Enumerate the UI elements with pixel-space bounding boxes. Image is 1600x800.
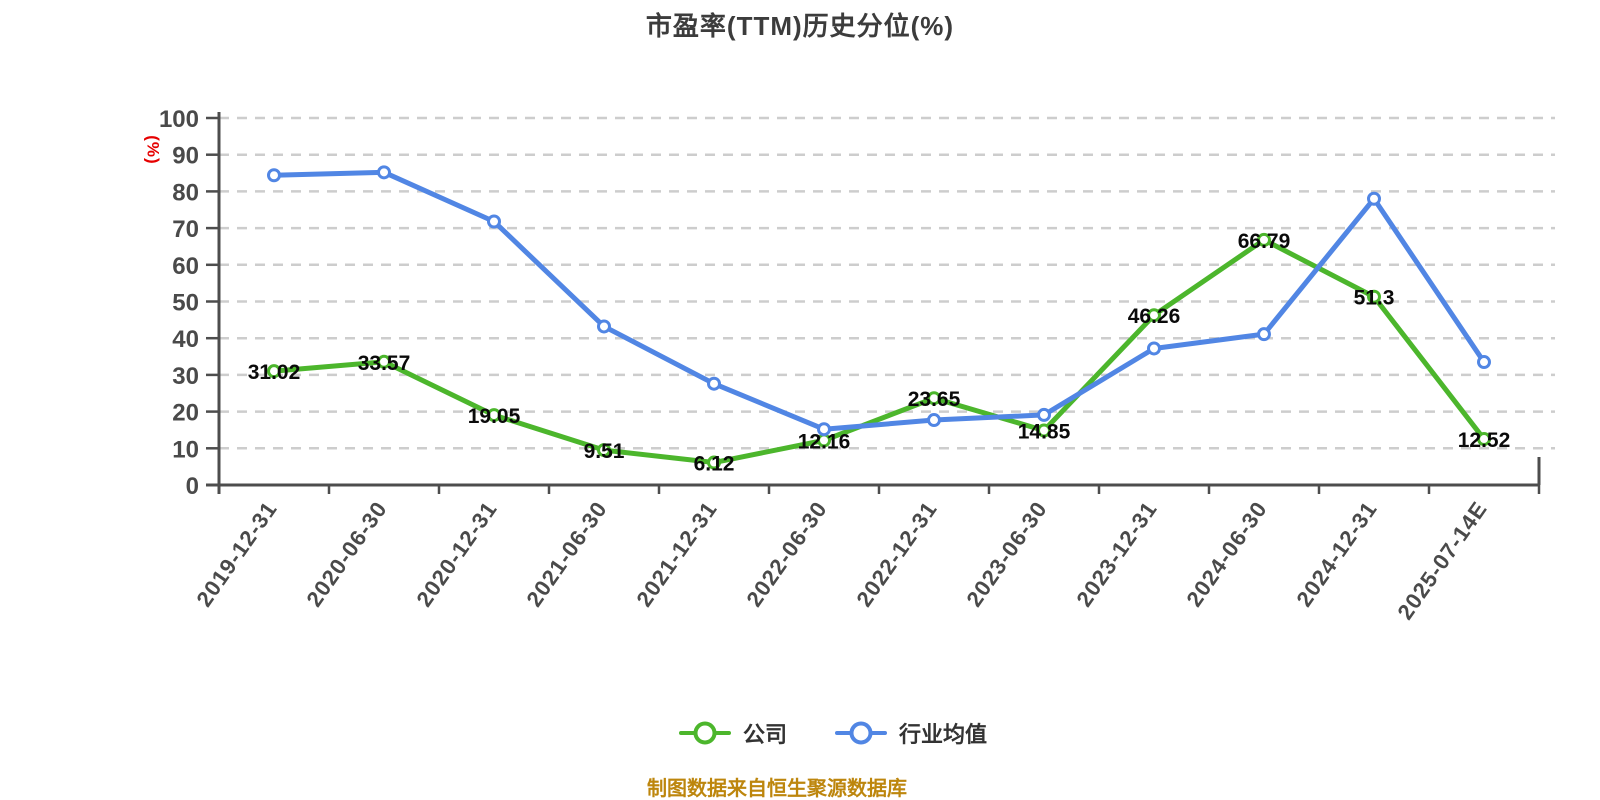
- data-point-company[interactable]: [1037, 423, 1051, 438]
- x-axis-label: 2025-07-14E: [1392, 497, 1492, 625]
- data-label-company: 14.85: [1018, 421, 1071, 444]
- data-point-industry-average[interactable]: [817, 422, 831, 437]
- x-axis-label: 2023-06-30: [961, 497, 1052, 612]
- data-point-company[interactable]: [1257, 232, 1271, 247]
- data-point-company[interactable]: [487, 408, 501, 423]
- y-axis-label: 0: [186, 473, 199, 500]
- data-point-industry-average[interactable]: [487, 214, 501, 229]
- y-axis-label: 20: [172, 400, 199, 427]
- data-point-industry-average[interactable]: [1477, 355, 1491, 370]
- y-axis-label: 70: [172, 216, 199, 243]
- data-point-company[interactable]: [927, 391, 941, 406]
- data-point-company[interactable]: [267, 364, 281, 379]
- data-point-company[interactable]: [1477, 432, 1491, 447]
- data-point-company[interactable]: [377, 354, 391, 369]
- legend: 公司 行业均值: [66, 715, 1600, 751]
- data-point-industry-average[interactable]: [927, 413, 941, 428]
- data-point-industry-average[interactable]: [597, 319, 611, 334]
- data-point-industry-average[interactable]: [1257, 327, 1271, 342]
- y-axis-label: 10: [172, 436, 199, 463]
- legend-line-marker-industry-average-icon: [835, 721, 887, 745]
- x-axis-label: 2019-12-31: [191, 497, 282, 612]
- data-point-industry-average[interactable]: [1147, 341, 1161, 356]
- y-axis-label: 80: [172, 179, 199, 206]
- data-point-company[interactable]: [597, 443, 611, 458]
- data-label-company: 12.52: [1458, 429, 1511, 452]
- data-point-company[interactable]: [707, 455, 721, 470]
- x-axis-label: 2022-06-30: [741, 497, 832, 612]
- data-point-industry-average[interactable]: [377, 165, 391, 180]
- data-label-company: 6.12: [694, 453, 735, 476]
- x-axis-label: 2021-06-30: [521, 497, 612, 612]
- series-line-industry-average: [271, 169, 1487, 432]
- x-axis-label: 2024-06-30: [1181, 497, 1272, 612]
- data-label-company: 46.26: [1128, 305, 1181, 328]
- y-axis-label: 90: [172, 143, 199, 170]
- legend-label-industry-average: 行业均值: [899, 722, 988, 747]
- legend-dot-marker-industry-average-icon: [849, 721, 873, 745]
- data-point-industry-average[interactable]: [267, 168, 281, 183]
- y-axis-label: 30: [172, 363, 199, 390]
- data-label-company: 23.65: [908, 388, 961, 411]
- data-point-company[interactable]: [1367, 289, 1381, 304]
- data-label-company: 19.05: [468, 405, 521, 428]
- data-point-industry-average[interactable]: [1367, 191, 1381, 206]
- x-axis-label: 2021-12-31: [631, 497, 722, 612]
- data-label-company: 33.57: [358, 352, 411, 375]
- data-source-note: 制图数据来自恒生聚源数据库: [647, 778, 907, 800]
- x-axis-label: 2024-12-31: [1291, 497, 1382, 612]
- x-axis-label: 2020-06-30: [301, 497, 392, 612]
- chart-title: 市盈率(TTM)历史分位(%): [645, 11, 955, 41]
- x-axis-label: 2022-12-31: [851, 497, 942, 612]
- data-point-company[interactable]: [1147, 308, 1161, 323]
- legend-line-marker-company-icon: [678, 721, 731, 745]
- legend-label-company: 公司: [742, 722, 787, 747]
- x-axis-label: 2020-12-31: [411, 497, 502, 612]
- data-label-company: 66.79: [1238, 230, 1291, 253]
- data-label-company: 12.16: [798, 430, 851, 453]
- legend-dot-marker-company-icon: [693, 721, 717, 745]
- y-axis-label: 100: [159, 106, 199, 133]
- data-point-industry-average[interactable]: [707, 376, 721, 391]
- data-point-industry-average[interactable]: [1037, 407, 1051, 422]
- data-label-company: 31.02: [248, 361, 301, 384]
- legend-item-company[interactable]: 公司: [678, 717, 787, 749]
- x-axis-label: 2023-12-31: [1071, 497, 1162, 612]
- data-label-company: 9.51: [584, 440, 625, 463]
- y-axis-label: 50: [172, 290, 199, 317]
- series-line-company: [271, 237, 1487, 466]
- legend-item-industry-average[interactable]: 行业均值: [835, 717, 987, 749]
- data-label-company: 51.3: [1354, 287, 1395, 310]
- y-axis-label: 60: [172, 253, 199, 280]
- y-axis-label: 40: [172, 326, 199, 353]
